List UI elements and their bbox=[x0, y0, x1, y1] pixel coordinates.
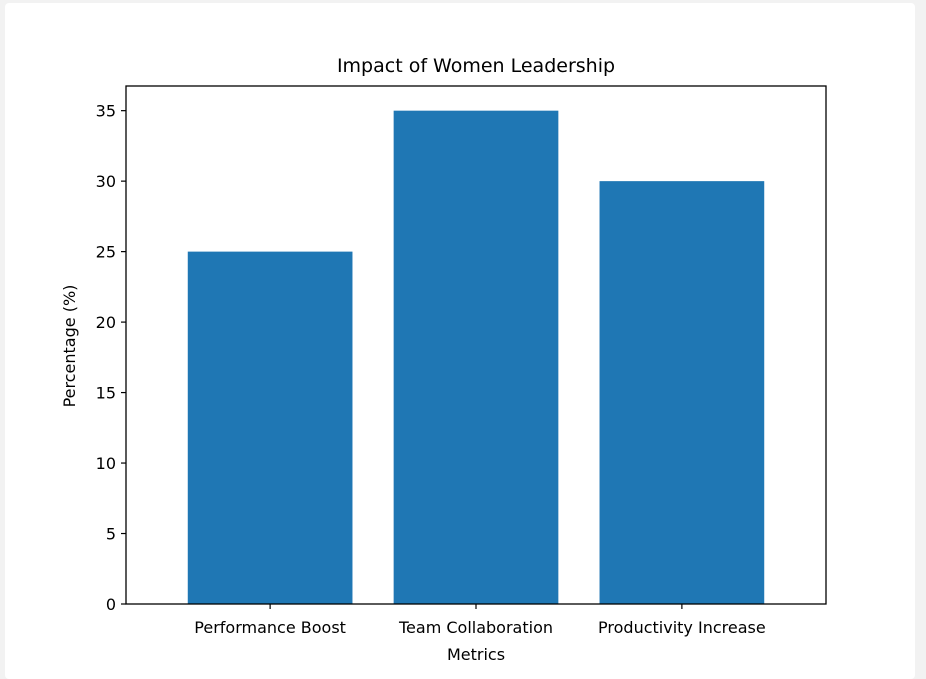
bars-group bbox=[187, 110, 765, 605]
y-tick-label: 15 bbox=[96, 384, 116, 403]
y-tick-label: 25 bbox=[96, 243, 116, 262]
chart-title: Impact of Women Leadership bbox=[337, 55, 615, 77]
x-axis: Performance Boost Team Collaboration Produ… bbox=[194, 604, 766, 637]
x-tick-label: Performance Boost bbox=[194, 618, 346, 637]
y-tick-label: 30 bbox=[96, 172, 116, 191]
x-tick-label: Team Collaboration bbox=[398, 618, 553, 637]
y-tick-label: 5 bbox=[106, 525, 116, 544]
y-axis: 0 5 10 15 20 25 30 35 bbox=[96, 102, 126, 614]
bar-2 bbox=[599, 181, 765, 604]
bar-0 bbox=[187, 251, 353, 604]
y-axis-label: Percentage (%) bbox=[60, 285, 79, 408]
bar-1 bbox=[393, 110, 559, 605]
x-axis-label: Metrics bbox=[447, 645, 505, 664]
y-tick-label: 0 bbox=[106, 595, 116, 614]
y-tick-label: 35 bbox=[96, 102, 116, 121]
y-tick-label: 10 bbox=[96, 454, 116, 473]
y-tick-label: 20 bbox=[96, 313, 116, 332]
x-tick-label: Productivity Increase bbox=[598, 618, 766, 637]
